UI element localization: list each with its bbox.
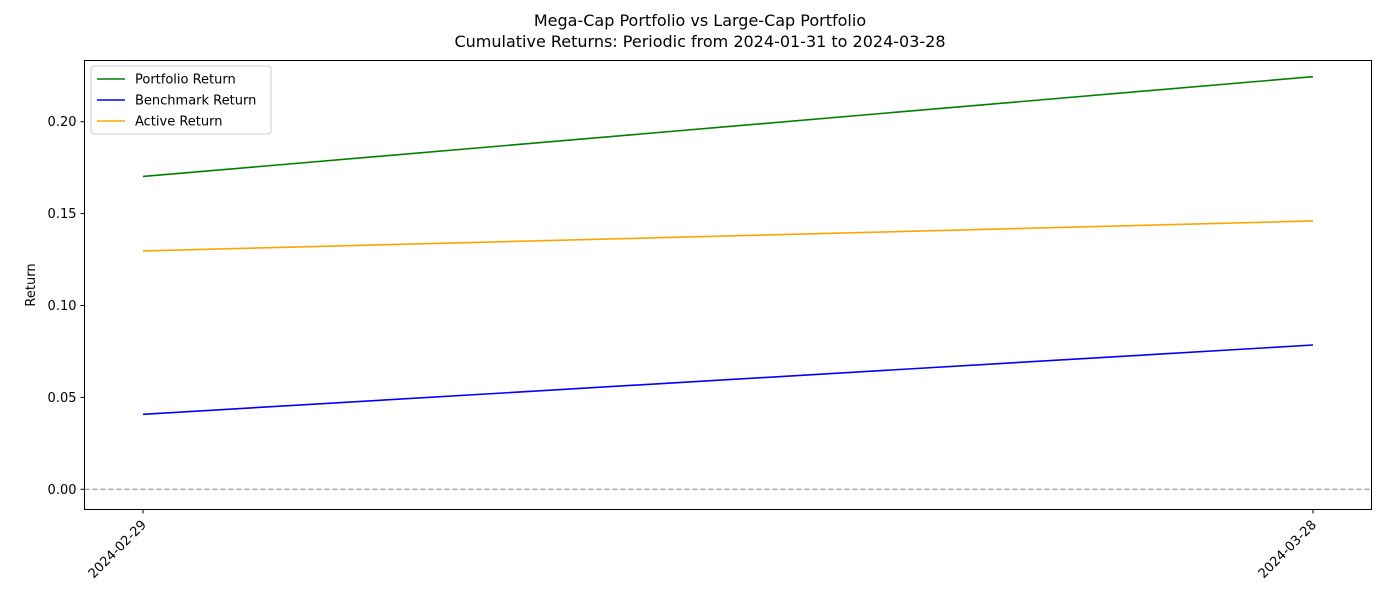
x-tick-label: 2024-02-29 xyxy=(86,518,150,582)
plot-frame xyxy=(84,60,1372,510)
y-tick-label: 0.20 xyxy=(48,115,77,130)
series-line-portfolio-return xyxy=(142,75,1314,178)
y-tick-label: 0.15 xyxy=(48,207,77,222)
y-tick-label: 0.10 xyxy=(48,299,77,314)
y-axis-label: Return xyxy=(24,263,39,306)
series-line-active-return xyxy=(142,220,1314,252)
legend-label: Benchmark Return xyxy=(135,94,256,109)
legend-box xyxy=(90,65,272,135)
chart-subtitle: Cumulative Returns: Periodic from 2024-0… xyxy=(454,32,945,51)
legend-label: Active Return xyxy=(135,115,222,130)
series-line-benchmark-return xyxy=(142,344,1314,416)
legend-label: Portfolio Return xyxy=(135,73,236,88)
x-tick-label: 2024-03-28 xyxy=(1256,518,1320,582)
legend: Portfolio Return Benchmark Return Active R… xyxy=(90,65,272,135)
chart-title: Mega-Cap Portfolio vs Large-Cap Portfoli… xyxy=(534,11,866,30)
y-tick-label: 0.05 xyxy=(48,391,77,406)
y-tick-label: 0.00 xyxy=(48,483,77,498)
plot-area: 0.00 0.05 0.10 0.15 0.20 2024-02-29 2024-03-28 xyxy=(48,75,1372,582)
